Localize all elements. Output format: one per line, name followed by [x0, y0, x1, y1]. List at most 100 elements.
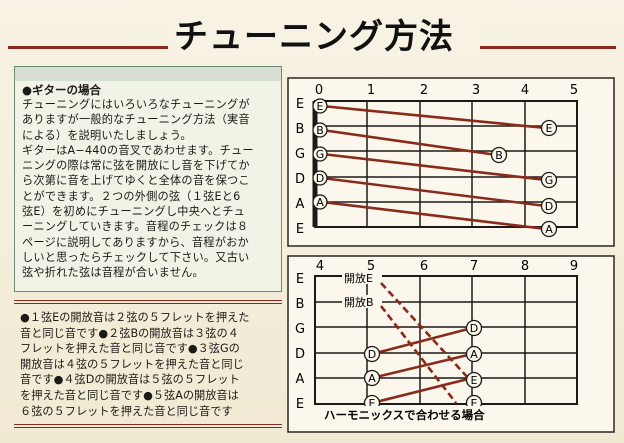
note-circle: [540, 220, 558, 238]
note-label: E: [546, 122, 553, 135]
bottom-fret-number: 4: [316, 259, 324, 274]
intro-panel: [14, 66, 282, 292]
note-circle: [540, 119, 558, 137]
note-label: G: [545, 174, 554, 187]
top-string-label: A: [296, 197, 305, 212]
note-label: A: [316, 196, 324, 209]
bottom-diagram-frame: [287, 255, 615, 433]
bottom-string-label: A: [296, 372, 305, 387]
top-string-label: D: [295, 172, 305, 187]
note-circle: [312, 170, 328, 186]
tuning-line: [321, 200, 547, 231]
note-label: D: [316, 172, 324, 185]
tuning-line: [321, 128, 498, 157]
body-line: 弦E）を初めにチューニングし中央へとチュ: [22, 205, 246, 219]
top-string-label: G: [295, 147, 305, 162]
tuning-line: [321, 176, 547, 208]
note-line: を押えた音と同じ音です●５弦Aの開放音は: [20, 388, 239, 402]
bottom-string-label: B: [296, 297, 305, 312]
note-line: 音です●４弦Dの開放音は５弦の５フレット: [20, 373, 240, 387]
note-circle: [465, 371, 483, 389]
open-e-label: 開放E: [344, 271, 373, 285]
top-fret-number: 5: [570, 83, 578, 98]
body-text: チューニングにはいろいろなチューニングが ありますが一般的なチューニング方法（実…: [22, 97, 278, 281]
top-fret-number: 1: [367, 83, 375, 98]
tuning-line: [371, 352, 473, 380]
notes-panel: [14, 300, 282, 428]
top-fretboard-grid: [312, 100, 578, 228]
dashed-tuning-line: [379, 305, 458, 404]
top-fret-number: 2: [420, 83, 428, 98]
note-circle: [490, 146, 508, 164]
note-circle: [363, 345, 381, 363]
bottom-markers: D A E D A E D A E: [363, 319, 483, 412]
body-line: チューニングにはいろいろなチューニングが: [22, 98, 250, 111]
body-line: ページに説明してありますから、音程がおか: [22, 235, 249, 249]
note-circle: [312, 146, 328, 162]
page-title: チューニング方法: [168, 14, 480, 60]
bottom-fret-number: 5: [367, 259, 375, 274]
bottom-string-label: E: [296, 397, 304, 412]
open-b-label: 開放B: [344, 295, 374, 309]
tuning-line: [321, 152, 547, 182]
note-label: D: [545, 200, 553, 213]
body-line: ニングの際は常に弦を開放にし音を下げてか: [22, 159, 250, 173]
body-line: とができます。２つの外側の弦（１弦Eと6: [22, 189, 241, 203]
note-circle: [312, 194, 328, 210]
bottom-dashed-lines: [379, 282, 471, 404]
body-line: しいと思ったらチェックして下さい。又古い: [22, 250, 250, 264]
note-line: 開放音は４弦の５フレットを押えた音と同じ: [20, 357, 244, 371]
note-circle: [465, 345, 483, 363]
tuning-line: [371, 376, 473, 405]
top-string-label: E: [296, 97, 304, 112]
title-rule-left: [8, 46, 168, 49]
note-label: E: [471, 397, 478, 410]
note-line: ●１弦Eの開放音は２弦の５フレットを押えた: [20, 311, 250, 324]
bottom-fret-number: 9: [570, 259, 578, 274]
bottom-string-label: D: [295, 347, 305, 362]
open-b-label-bg: [342, 295, 382, 308]
note-line: ６弦の５フレットを押えた音と同じ音です: [20, 404, 233, 418]
top-string-label: E: [296, 222, 304, 237]
top-string-label: B: [296, 122, 305, 137]
note-label: D: [368, 348, 376, 361]
note-label: E: [369, 397, 376, 410]
note-label: D: [470, 322, 478, 335]
bottom-caption: ハーモニックスで合わせる場合: [324, 408, 485, 422]
bottom-solid-lines: [371, 326, 473, 405]
top-fretted-markers: E B G D A: [490, 119, 558, 238]
title-rule-right: [466, 46, 616, 49]
note-circle: [540, 171, 558, 189]
top-fret-number: 3: [472, 83, 480, 98]
top-diagram-frame: [287, 77, 615, 247]
note-label: E: [317, 100, 324, 113]
title-rule: [0, 38, 624, 56]
bottom-fret-number: 6: [420, 259, 428, 274]
body-line: ーニングしていきます。音程のチェックは８: [22, 220, 249, 234]
note-circle: [312, 98, 328, 114]
top-tuning-lines: [321, 104, 547, 231]
note-circle: [540, 197, 558, 215]
note-label: A: [470, 348, 478, 361]
body-line: ありますが一般的なチューニング方法（実音: [22, 113, 250, 127]
bottom-fret-number: 8: [521, 259, 529, 274]
bottom-fretboard-grid: [314, 275, 578, 405]
body-line: ギターはA−440の音叉であわせます。チュー: [22, 143, 254, 157]
bottom-string-label: G: [295, 322, 305, 337]
note-line: フレットを押えた音と同じ音です●３弦Gの: [20, 342, 240, 356]
note-label: B: [495, 149, 503, 162]
note-label: E: [471, 374, 478, 387]
caption-bg: [320, 406, 504, 422]
note-label: A: [545, 223, 553, 236]
notes-text: ●１弦Eの開放音は２弦の５フレットを押えた 音と同じ音です●２弦Bの開放音は３弦…: [20, 310, 278, 419]
note-circle: [312, 122, 328, 138]
body-line: ら次第に音を上げてゆくと全体の音を保つこ: [22, 174, 250, 188]
section-heading: ●ギターの場合: [22, 83, 102, 97]
note-label: G: [316, 148, 325, 161]
note-label: A: [368, 372, 376, 385]
note-circle: [465, 319, 483, 337]
open-e-label-bg: [342, 271, 382, 284]
intro-panel-band: [15, 67, 281, 81]
